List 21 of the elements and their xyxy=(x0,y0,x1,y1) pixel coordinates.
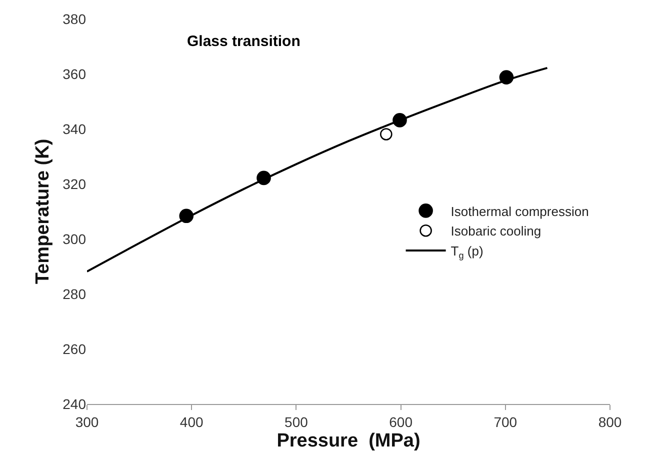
y-tick-label: 360 xyxy=(62,66,86,82)
point xyxy=(380,128,392,140)
y-tick-label: 300 xyxy=(62,230,86,247)
x-tick-label: 500 xyxy=(284,414,308,430)
y-tick-label: 240 xyxy=(62,396,86,412)
x-tick-label: 400 xyxy=(180,414,204,430)
legend-label: Isothermal compression xyxy=(450,204,589,219)
legend-label: T$_{g}$ (p) xyxy=(450,244,484,260)
y-tick-label: 320 xyxy=(62,176,86,192)
x-axis-title: Pressure (MPa) xyxy=(276,430,420,452)
x-tick-label: 800 xyxy=(598,414,622,430)
y-tick-label: 340 xyxy=(62,120,86,137)
y-tick-label: 380 xyxy=(62,10,86,27)
y-axis-title: Temperature (K) xyxy=(32,138,54,284)
x-tick-label: 300 xyxy=(75,414,99,430)
text: Glass transition xyxy=(187,33,300,50)
x-tick-label: 700 xyxy=(494,414,518,430)
y-tick-label: 280 xyxy=(62,286,86,302)
x-tick-label: 600 xyxy=(389,414,413,430)
legend-label: Isobaric cooling xyxy=(450,224,542,239)
y-tick-label: 260 xyxy=(62,340,86,357)
